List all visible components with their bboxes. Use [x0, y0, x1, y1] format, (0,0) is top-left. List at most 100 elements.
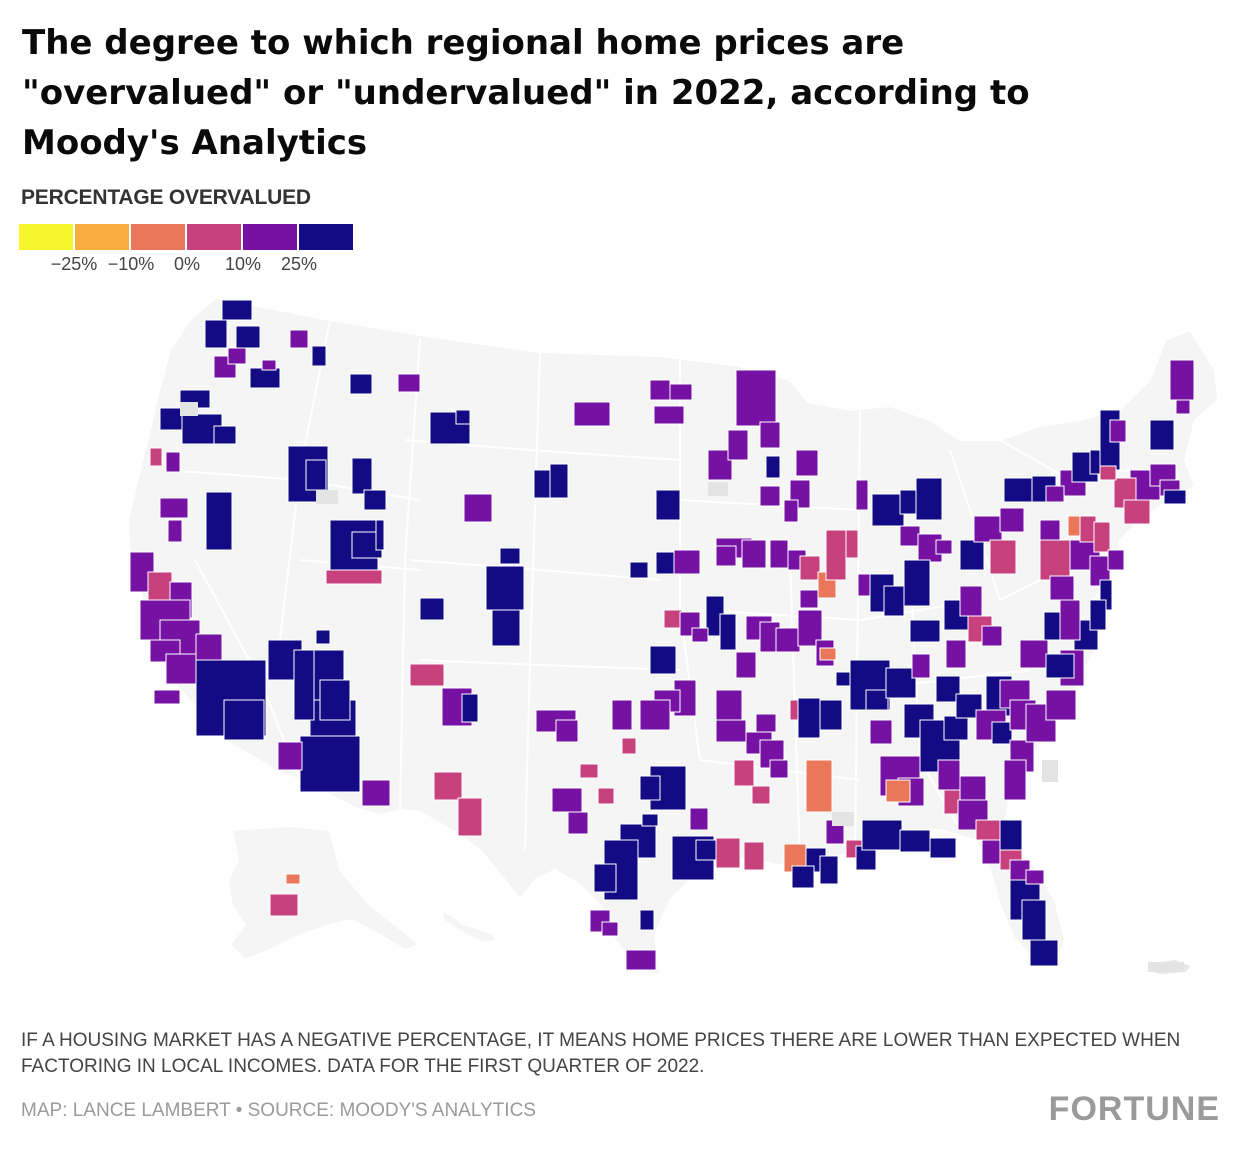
- metro-area: [1019, 639, 1049, 669]
- metro-area: [669, 383, 693, 401]
- metro-area: [167, 519, 183, 543]
- metro-area: [755, 713, 777, 733]
- metro-area: [869, 573, 895, 613]
- metro-area: [649, 645, 677, 675]
- metro-area: [629, 561, 649, 579]
- metro-area: [819, 647, 837, 661]
- metro-area: [129, 551, 155, 593]
- metro-area: [653, 405, 685, 425]
- metro-area: [759, 485, 781, 507]
- metro-area: [433, 771, 463, 801]
- metro-area: [917, 533, 943, 563]
- metro-area: [735, 651, 757, 679]
- metro-area: [903, 559, 931, 607]
- legend-ticks: −25% −10% 0% 10% 25%: [0, 254, 400, 278]
- alaska-outline: [226, 824, 423, 962]
- metro-area: [319, 679, 351, 721]
- metro-area: [999, 679, 1031, 709]
- puerto-rico-outline: [1148, 960, 1190, 974]
- title-line-3: Moody's Analytics: [22, 123, 368, 163]
- metro-area: [457, 797, 483, 837]
- metro-area: [1009, 859, 1031, 881]
- metro-area: [883, 585, 905, 617]
- legend-title: PERCENTAGE OVERVALUED: [21, 186, 311, 209]
- metro-area: [1089, 555, 1111, 587]
- metro-area: [1113, 477, 1137, 509]
- legend-swatch-under-10: [75, 224, 129, 250]
- metro-area: [261, 359, 277, 371]
- metro-area: [375, 519, 385, 551]
- metro-area: [204, 319, 228, 349]
- metro-area: [1003, 477, 1033, 503]
- metro-area: [1045, 485, 1065, 503]
- metro-area: [573, 401, 611, 427]
- metro-area: [695, 839, 731, 861]
- metro-area: [205, 491, 233, 551]
- metro-area: [195, 659, 267, 737]
- metro-area: [625, 949, 657, 971]
- no-data-area: [316, 490, 338, 504]
- metro-area: [715, 837, 741, 869]
- metro-area: [959, 585, 983, 617]
- legend-swatch-under-25: [19, 224, 73, 250]
- metro-area: [899, 525, 921, 547]
- metro-area: [789, 479, 811, 509]
- metro-area: [751, 785, 771, 805]
- metro-area: [165, 653, 207, 685]
- metro-area: [989, 539, 1017, 575]
- metro-area: [1069, 539, 1101, 571]
- metro-area: [741, 539, 767, 569]
- no-data-areas: [180, 402, 1184, 972]
- metro-area: [213, 355, 237, 379]
- metro-area: [579, 763, 599, 779]
- metro-area: [1059, 649, 1085, 687]
- metro-area: [679, 611, 701, 637]
- metro-area: [153, 689, 181, 705]
- metro-area: [707, 449, 733, 481]
- metro-area: [981, 839, 1007, 865]
- metro-area: [555, 719, 579, 743]
- metro-area: [861, 819, 903, 851]
- metro-area: [885, 667, 917, 699]
- metro-area: [197, 673, 225, 695]
- metro-area: [1099, 409, 1121, 471]
- metro-area: [797, 609, 823, 647]
- metro-area: [745, 615, 773, 641]
- metro-area: [719, 613, 737, 651]
- metro-area: [1045, 689, 1077, 721]
- metro-area: [213, 425, 237, 445]
- metro-area: [221, 299, 253, 321]
- metro-area: [1163, 489, 1187, 505]
- metro-area: [1009, 879, 1041, 921]
- metro-area: [409, 663, 445, 687]
- metro-area: [935, 675, 961, 703]
- metro-area: [991, 721, 1013, 745]
- metro-area: [735, 369, 777, 427]
- metro-area: [825, 819, 845, 845]
- metro-area: [857, 573, 877, 597]
- metro-area: [855, 479, 869, 511]
- metro-area: [967, 615, 993, 643]
- metro-area: [653, 689, 681, 713]
- metro-area: [899, 489, 921, 515]
- metro-area: [769, 759, 789, 779]
- legend-tick: −25%: [50, 254, 98, 274]
- metro-area: [1099, 579, 1113, 611]
- metro-area: [277, 741, 303, 771]
- metro-area: [639, 909, 655, 931]
- metro-area: [603, 839, 639, 901]
- chart-title: The degree to which regional home prices…: [22, 18, 1202, 168]
- metro-area: [909, 619, 941, 643]
- metro-area: [975, 819, 1001, 841]
- chart-source: MAP: LANCE LAMBERT • SOURCE: MOODY'S ANA…: [21, 1100, 536, 1121]
- metro-area: [601, 921, 619, 937]
- metro-area: [915, 477, 943, 521]
- metro-area: [597, 787, 615, 805]
- metro-area: [639, 699, 671, 731]
- metro-area: [733, 759, 755, 787]
- metro-area: [351, 531, 383, 559]
- metro-area: [1059, 469, 1087, 497]
- metro-area: [799, 555, 821, 581]
- metro-area: [363, 489, 387, 511]
- metro-area: [759, 739, 785, 769]
